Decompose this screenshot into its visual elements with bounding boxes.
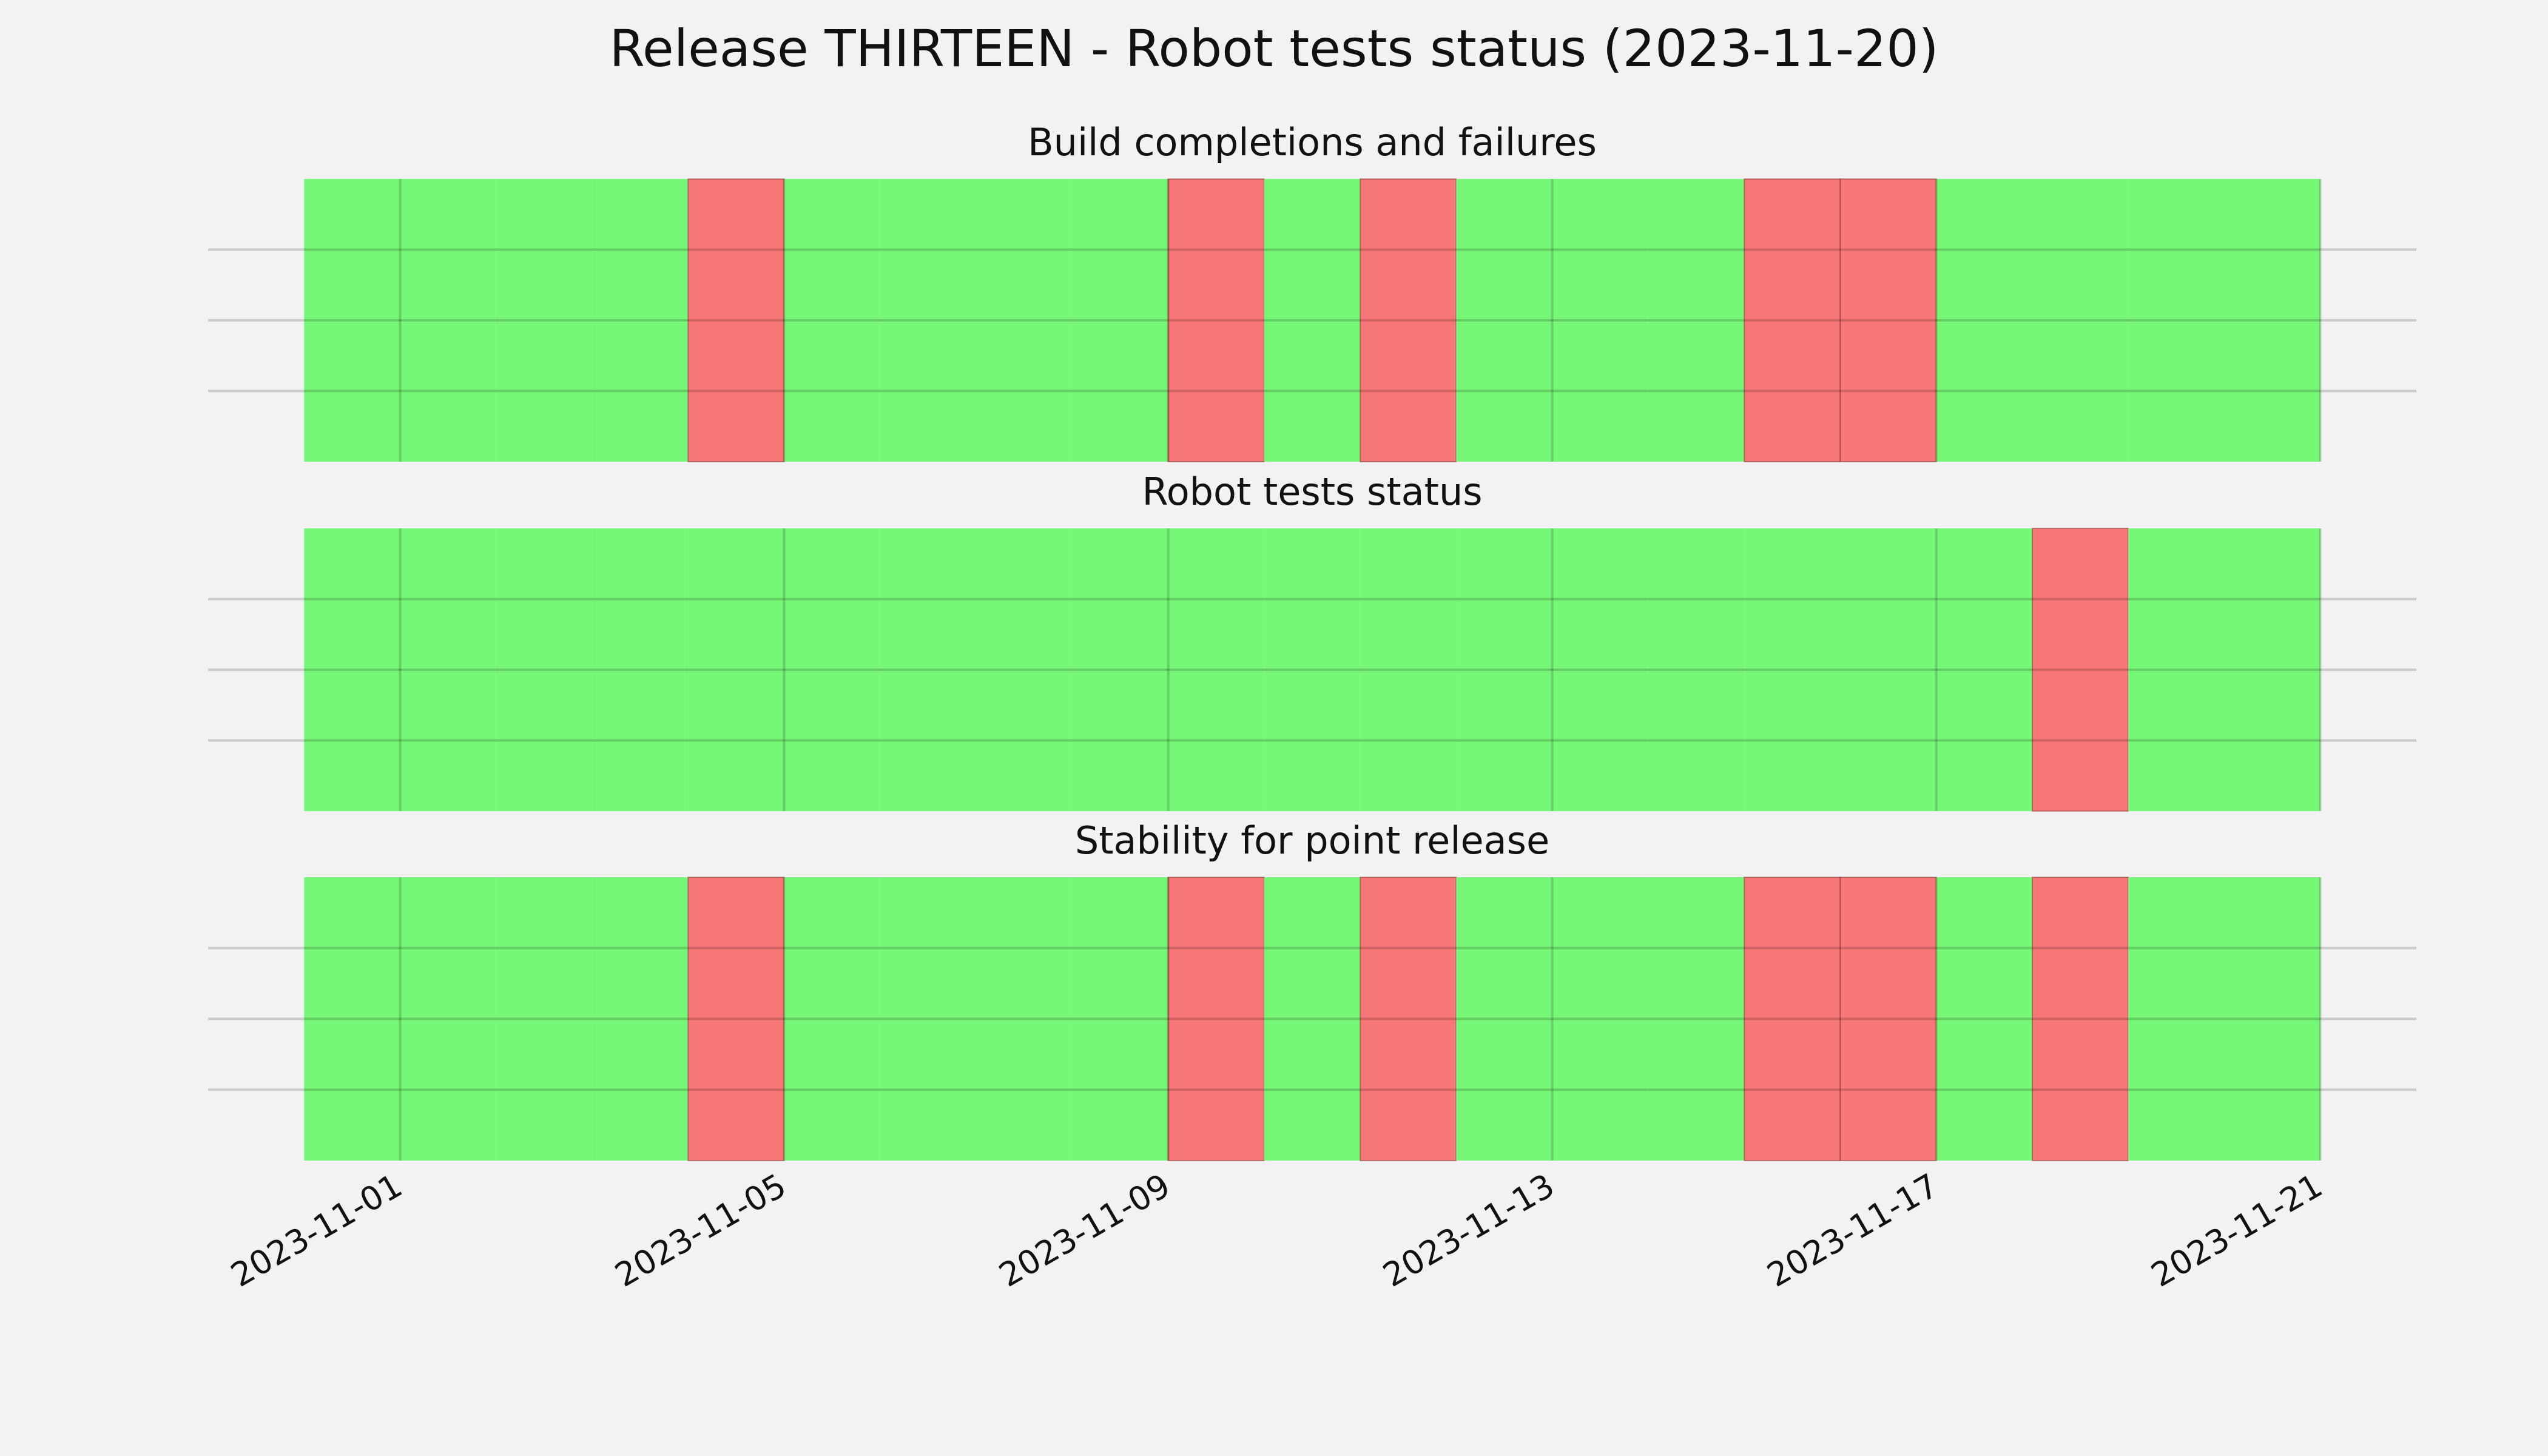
status-bar bbox=[2031, 877, 2129, 1161]
status-bar bbox=[1167, 877, 1265, 1161]
status-bar bbox=[1168, 528, 1264, 811]
status-bar bbox=[784, 179, 880, 462]
status-bar bbox=[880, 528, 977, 811]
status-bar bbox=[1744, 528, 1841, 811]
status-bar bbox=[1552, 877, 1648, 1161]
status-bar bbox=[1072, 179, 1168, 462]
status-bar bbox=[1552, 528, 1648, 811]
panel-title: Stability for point release bbox=[1075, 818, 1549, 863]
status-bar bbox=[592, 179, 689, 462]
status-bar bbox=[1648, 179, 1745, 462]
status-bar bbox=[1456, 877, 1552, 1161]
status-bar bbox=[976, 179, 1073, 462]
status-bar bbox=[1648, 877, 1745, 1161]
status-bar bbox=[880, 179, 977, 462]
status-bar bbox=[2128, 877, 2225, 1161]
status-bar bbox=[1167, 178, 1265, 462]
status-bar bbox=[1456, 528, 1552, 811]
status-bar bbox=[496, 528, 593, 811]
status-bar bbox=[2224, 877, 2320, 1161]
status-bar bbox=[400, 179, 496, 462]
panel-title: Build completions and failures bbox=[1028, 120, 1597, 164]
status-bar bbox=[304, 528, 400, 811]
status-bar bbox=[1936, 528, 2032, 811]
status-bar bbox=[1839, 178, 1937, 462]
status-bar bbox=[2032, 179, 2129, 462]
status-bar bbox=[1360, 528, 1457, 811]
status-bar bbox=[1264, 528, 1361, 811]
status-bar bbox=[2031, 528, 2129, 812]
status-bar bbox=[2128, 179, 2225, 462]
status-bar bbox=[880, 877, 977, 1161]
status-bar bbox=[592, 528, 689, 811]
panel-title: Robot tests status bbox=[1142, 470, 1482, 514]
status-bar bbox=[496, 179, 593, 462]
status-bar bbox=[784, 877, 880, 1161]
status-bar bbox=[304, 877, 400, 1161]
status-bar bbox=[2224, 528, 2320, 811]
status-bar bbox=[1936, 179, 2032, 462]
status-bar bbox=[1936, 877, 2032, 1161]
status-bar bbox=[1744, 178, 1841, 462]
status-bar bbox=[592, 877, 689, 1161]
status-bar bbox=[784, 528, 880, 811]
status-bar bbox=[496, 877, 593, 1161]
status-bar bbox=[1264, 877, 1361, 1161]
status-bar bbox=[687, 178, 785, 462]
status-bar bbox=[2224, 179, 2320, 462]
status-bar bbox=[1840, 528, 1936, 811]
chart-title: Release THIRTEEN - Robot tests status (2… bbox=[609, 19, 1938, 78]
status-bar bbox=[1648, 528, 1745, 811]
status-bar bbox=[400, 528, 496, 811]
status-bar bbox=[1264, 179, 1361, 462]
status-bar bbox=[688, 528, 784, 811]
status-bar bbox=[1552, 179, 1648, 462]
status-bar bbox=[976, 528, 1073, 811]
status-bar bbox=[1072, 528, 1168, 811]
status-bar bbox=[976, 877, 1073, 1161]
status-bar bbox=[2128, 528, 2225, 811]
status-bar bbox=[1744, 877, 1841, 1161]
status-bar bbox=[1072, 877, 1168, 1161]
status-bar bbox=[304, 179, 400, 462]
status-bar bbox=[400, 877, 496, 1161]
status-bar bbox=[1839, 877, 1937, 1161]
status-bar bbox=[1360, 877, 1457, 1161]
status-bar bbox=[1456, 179, 1552, 462]
status-bar bbox=[687, 877, 785, 1161]
status-bar bbox=[1360, 178, 1457, 462]
